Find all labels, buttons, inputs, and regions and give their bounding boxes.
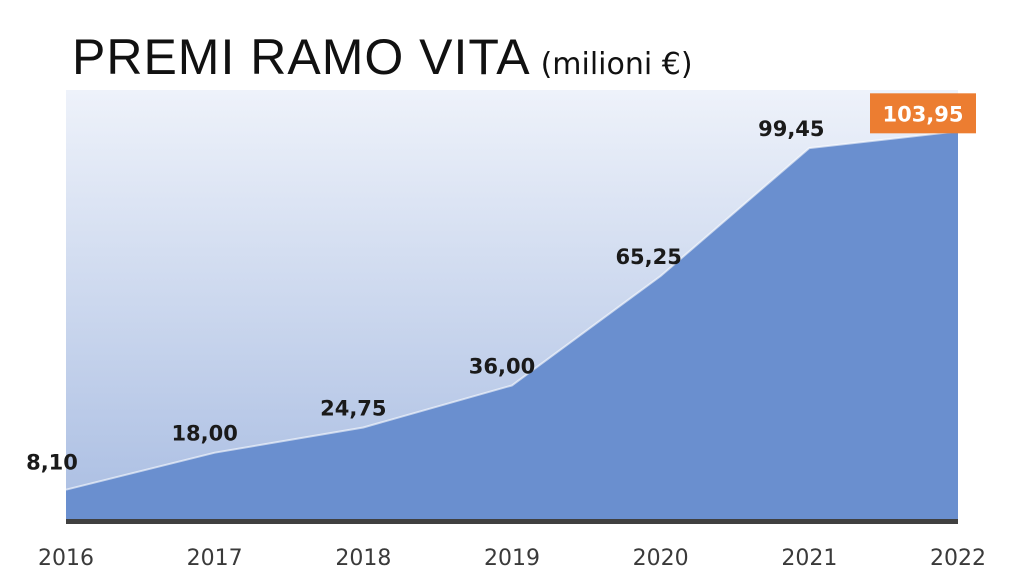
data-label-2021: 99,45 — [758, 117, 824, 141]
data-label-2020: 65,25 — [615, 245, 681, 269]
series-area — [66, 131, 958, 521]
x-tick-label-2016: 2016 — [38, 546, 94, 571]
chart-title: PREMI RAMO VITA (milioni €) — [72, 28, 693, 86]
x-axis-line — [66, 519, 958, 524]
x-tick-label-2020: 2020 — [633, 546, 689, 571]
x-tick-label-2019: 2019 — [484, 546, 540, 571]
chart-title-unit: (milioni €) — [540, 47, 693, 82]
x-tick-label-2022: 2022 — [930, 546, 986, 571]
x-tick-label-2017: 2017 — [187, 546, 243, 571]
data-label-2017: 18,00 — [171, 422, 237, 446]
x-tick-label-2021: 2021 — [781, 546, 837, 571]
data-label-2022: 103,95 — [882, 102, 963, 126]
data-label-bg-2022 — [870, 93, 976, 134]
series-line — [65, 130, 959, 491]
data-label-2016: 8,10 — [26, 451, 78, 475]
data-label-2019: 36,00 — [469, 354, 535, 378]
x-tick-label-2018: 2018 — [335, 546, 391, 571]
chart-title-main: PREMI RAMO VITA — [72, 29, 531, 85]
data-label-2018: 24,75 — [320, 396, 386, 420]
